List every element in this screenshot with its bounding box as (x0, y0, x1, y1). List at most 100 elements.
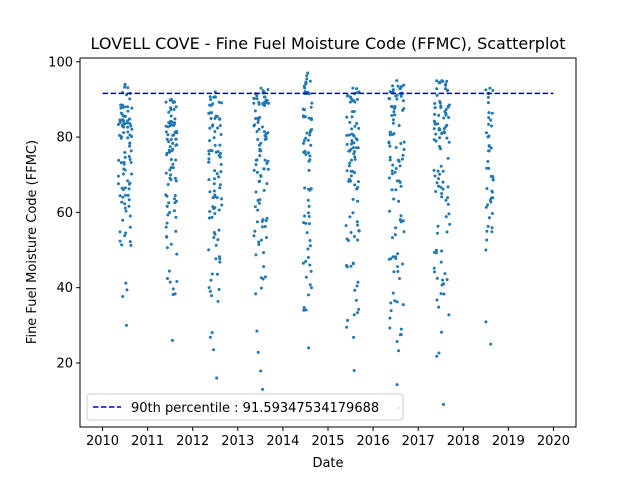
scatter-point (259, 141, 263, 145)
scatter-point (207, 160, 211, 164)
scatter-point (122, 167, 126, 171)
scatter-point (356, 223, 360, 227)
scatter-point (441, 180, 445, 184)
scatter-point (257, 102, 261, 106)
scatter-point (307, 92, 311, 96)
scatter-point (432, 119, 436, 123)
scatter-point (349, 95, 353, 99)
scatter-point (257, 201, 261, 205)
scatter-point (172, 133, 176, 137)
scatter-point (119, 136, 123, 140)
scatter-point (485, 187, 489, 191)
scatter-point (388, 209, 392, 213)
scatter-point (212, 348, 216, 352)
scatter-point (447, 116, 451, 120)
x-tick-label: 2020 (537, 434, 570, 449)
scatter-point (448, 222, 452, 226)
scatter-point (173, 176, 177, 180)
scatter-point (307, 116, 311, 120)
scatter-point (484, 248, 488, 252)
scatter-point (127, 187, 131, 191)
scatter-point (219, 170, 223, 174)
scatter-point (165, 137, 169, 141)
scatter-point (351, 86, 355, 90)
scatter-point (208, 209, 212, 213)
scatter-point (391, 84, 395, 88)
scatter-point (302, 308, 306, 312)
scatter-point (219, 163, 223, 167)
scatter-point (435, 354, 439, 358)
scatter-point (308, 283, 312, 287)
scatter-point (263, 134, 267, 138)
scatter-point (395, 340, 399, 344)
scatter-point (169, 106, 173, 110)
scatter-point (392, 110, 396, 114)
scatter-point (388, 326, 392, 330)
scatter-point (352, 99, 356, 103)
scatter-point (490, 189, 494, 193)
scatter-point (433, 112, 437, 116)
scatter-point (218, 183, 222, 187)
scatter-point (389, 309, 393, 313)
scatter-point (401, 219, 405, 223)
x-tick-label: 2017 (402, 434, 435, 449)
scatter-point (402, 148, 406, 152)
scatter-point (398, 333, 402, 337)
scatter-point (352, 313, 356, 317)
scatter-point (216, 238, 220, 242)
scatter-point (220, 197, 224, 201)
scatter-point (356, 185, 360, 189)
x-tick-label: 2014 (266, 434, 299, 449)
scatter-point (434, 189, 438, 193)
scatter-point (129, 124, 133, 128)
scatter-point (306, 138, 310, 142)
scatter-point (210, 111, 214, 115)
scatter-point (305, 231, 309, 235)
scatter-point (169, 138, 173, 142)
scatter-point (174, 158, 178, 162)
scatter-point (344, 224, 348, 228)
scatter-point (487, 134, 491, 138)
scatter-point (253, 205, 257, 209)
scatter-point (352, 152, 356, 156)
scatter-point (260, 219, 264, 223)
scatter-point (264, 235, 268, 239)
legend-entry-percentile: 90th percentile : 91.59347534179688 (131, 401, 379, 416)
scatter-point (347, 164, 351, 168)
scatter-point (432, 127, 436, 131)
scatter-point (308, 244, 312, 248)
scatter-point (394, 188, 398, 192)
scatter-point (308, 129, 312, 133)
scatter-point (165, 276, 169, 280)
scatter-point (387, 96, 391, 100)
scatter-point (263, 95, 267, 99)
scatter-point (128, 141, 132, 145)
scatter-point (209, 278, 213, 282)
scatter-point (304, 136, 308, 140)
scatter-point (356, 199, 360, 203)
scatter-point (307, 151, 311, 155)
scatter-point (388, 90, 392, 94)
scatter-point (441, 169, 445, 173)
scatter-point (391, 90, 395, 94)
scatter-point (396, 265, 399, 269)
scatter-point (172, 209, 176, 213)
scatter-point (123, 85, 127, 89)
scatter-point (130, 127, 134, 131)
scatter-point (355, 97, 359, 101)
x-tick-label: 2015 (311, 434, 344, 449)
scatter-point (438, 145, 441, 149)
scatter-point (124, 323, 128, 327)
scatter-point (352, 369, 356, 373)
scatter-point (388, 316, 392, 320)
scatter-point (164, 100, 168, 104)
scatter-point (168, 210, 172, 214)
scatter-point (213, 90, 217, 94)
scatter-point (445, 123, 449, 127)
scatter-point (440, 195, 444, 199)
scatter-point (119, 161, 123, 165)
scatter-point (213, 143, 217, 147)
scatter-point (392, 197, 396, 201)
scatter-point (256, 121, 260, 125)
scatter-point (490, 226, 494, 230)
